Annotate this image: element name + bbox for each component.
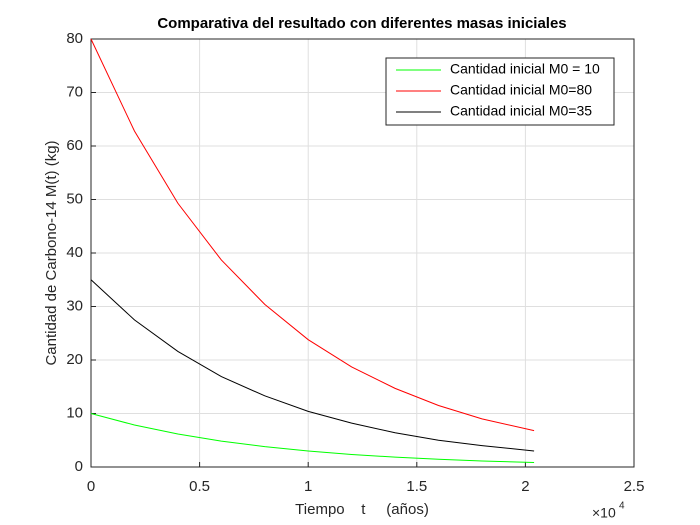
x-axis-label: Tiempo t (años) [295,501,429,518]
y-tick-label: 10 [66,404,83,421]
data-line [90,38,535,432]
y-tick-label: 80 [66,30,83,47]
y-tick-label: 40 [66,244,83,261]
x-tick-label: 0.5 [189,478,210,495]
y-tick-label: 70 [66,83,83,100]
data-line [90,279,535,452]
y-tick-label: 20 [66,351,83,368]
data-line [90,413,535,463]
legend-label: Cantidad inicial M0=35 [450,103,592,119]
x-multiplier-exponent: 4 [619,501,625,512]
legend-label: Cantidad inicial M0=80 [450,82,592,98]
x-tick-label: 1.5 [406,478,427,495]
x-tick-label: 2 [521,478,529,495]
x-multiplier-base: ×10 [592,505,616,521]
y-tick-label: 0 [75,458,83,475]
legend-label: Cantidad inicial M0 = 10 [450,61,600,77]
y-axis-label: Cantidad de Carbono-14 M(t) (kg) [43,140,60,365]
x-tick-label: 2.5 [624,478,645,495]
y-tick-label: 60 [66,137,83,154]
x-tick-label: 1 [304,478,312,495]
axes-box [90,38,635,468]
y-tick-label: 50 [66,190,83,207]
chart-title: Comparativa del resultado con diferentes… [157,15,566,32]
x-tick-label: 0 [87,478,95,495]
y-tick-label: 30 [66,297,83,314]
